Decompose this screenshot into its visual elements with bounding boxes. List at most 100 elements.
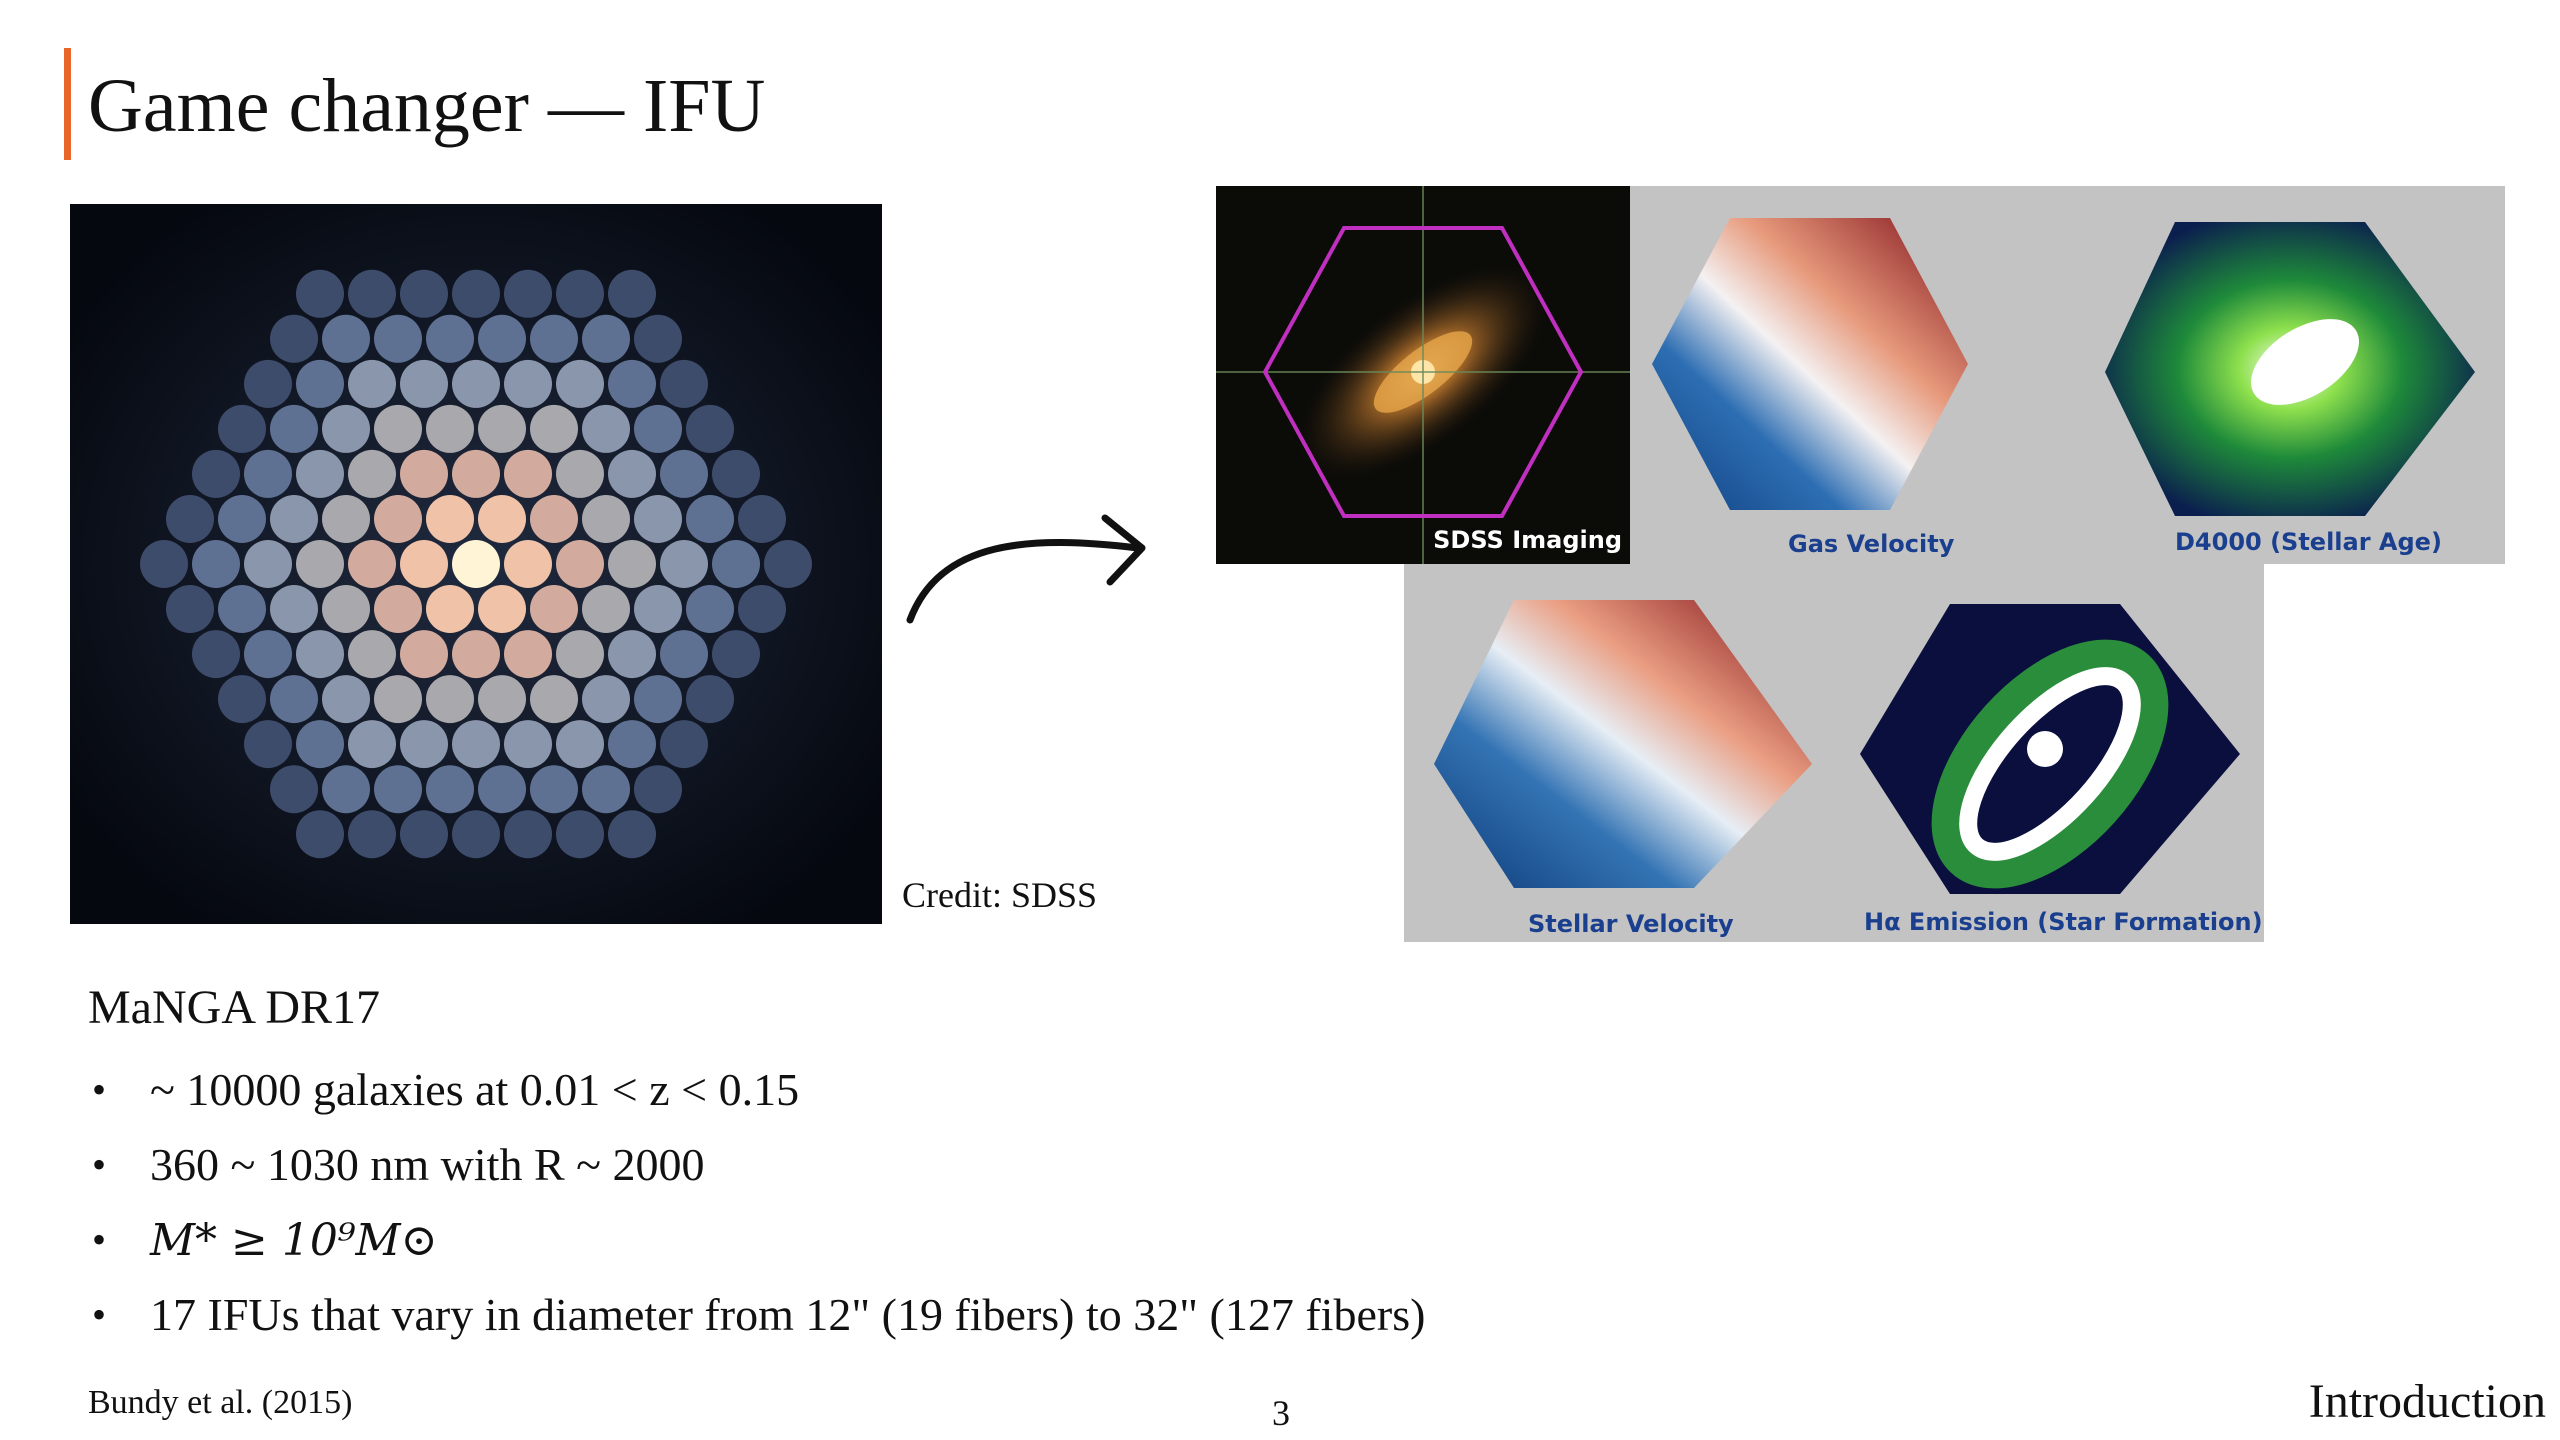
gas-velocity-label: Gas Velocity <box>1788 530 1955 558</box>
fiber <box>400 449 448 498</box>
list-item: • M* ≥ 10⁹M⊙ <box>88 1202 1425 1277</box>
fiber <box>244 359 292 408</box>
fiber <box>296 630 344 679</box>
fiber <box>556 269 604 318</box>
fiber <box>634 495 682 543</box>
section-name: Introduction <box>2308 1375 2546 1428</box>
fiber <box>166 585 214 633</box>
fiber <box>608 720 656 769</box>
fiber <box>426 495 474 543</box>
fiber <box>296 540 344 588</box>
sdss-imaging-panel: SDSS Imaging <box>1216 186 1630 564</box>
fiber <box>712 630 760 679</box>
fiber <box>660 720 708 769</box>
fiber <box>426 765 474 814</box>
fiber <box>738 495 786 543</box>
fiber <box>426 404 474 453</box>
fiber <box>634 765 682 814</box>
fiber <box>582 404 630 453</box>
sdss-imaging-label: SDSS Imaging <box>1433 526 1622 554</box>
fiber <box>608 810 656 859</box>
fiber <box>374 495 422 543</box>
fiber <box>218 675 266 724</box>
fiber <box>478 585 526 633</box>
fiber <box>400 720 448 769</box>
fiber <box>348 540 396 588</box>
list-item: • 360 ~ 1030 nm with R ~ 2000 <box>88 1127 1425 1202</box>
page-number: 3 <box>1272 1393 1290 1433</box>
fiber <box>556 359 604 408</box>
fiber <box>608 540 656 588</box>
fiber <box>296 449 344 498</box>
fiber <box>374 314 422 363</box>
fiber <box>192 630 240 679</box>
slide-title: Game changer — IFU <box>88 64 766 148</box>
fiber <box>634 675 682 724</box>
fiber <box>244 449 292 498</box>
fiber <box>556 630 604 679</box>
fiber <box>270 675 318 724</box>
fiber <box>530 675 578 724</box>
fiber <box>556 810 604 859</box>
fiber <box>738 585 786 633</box>
fiber <box>452 269 500 318</box>
footer-citation: Bundy et al. (2015) <box>88 1384 353 1421</box>
fiber <box>296 720 344 769</box>
fiber <box>478 675 526 724</box>
fiber <box>322 585 370 633</box>
fiber <box>218 495 266 543</box>
fiber <box>322 495 370 543</box>
stellar-velocity-label: Stellar Velocity <box>1528 910 1734 938</box>
fiber <box>322 314 370 363</box>
fiber <box>400 359 448 408</box>
fiber <box>348 630 396 679</box>
fiber <box>530 314 578 363</box>
fiber <box>660 540 708 588</box>
fiber <box>270 585 318 633</box>
fiber <box>348 720 396 769</box>
fiber <box>478 765 526 814</box>
fiber <box>582 314 630 363</box>
fiber <box>452 630 500 679</box>
fiber <box>686 495 734 543</box>
fiber <box>712 540 760 588</box>
fiber <box>608 269 656 318</box>
fiber <box>504 630 552 679</box>
fiber <box>634 585 682 633</box>
fiber <box>452 540 500 588</box>
halpha-label: Hα Emission (Star Formation) <box>1864 908 2263 936</box>
fiber <box>582 585 630 633</box>
fiber <box>348 810 396 859</box>
fiber <box>296 269 344 318</box>
fiber <box>374 765 422 814</box>
fiber <box>582 765 630 814</box>
fiber <box>660 449 708 498</box>
fiber <box>322 404 370 453</box>
fiber <box>270 404 318 453</box>
bullet-text: 360 ~ 1030 nm with R ~ 2000 <box>150 1139 705 1190</box>
content-heading: MaNGA DR17 <box>88 981 381 1034</box>
fiber <box>452 449 500 498</box>
d4000-panel: D4000 (Stellar Age) <box>2005 186 2505 564</box>
bullet-icon: • <box>92 1217 107 1262</box>
fiber <box>530 495 578 543</box>
fiber <box>556 449 604 498</box>
fiber <box>192 449 240 498</box>
ifu-fiber-bundle-photo <box>70 204 882 924</box>
fiber <box>244 630 292 679</box>
fiber <box>712 449 760 498</box>
list-item: • 17 IFUs that vary in diameter from 12"… <box>88 1277 1425 1352</box>
fiber <box>608 359 656 408</box>
fiber <box>322 765 370 814</box>
fiber <box>478 404 526 453</box>
d4000-label: D4000 (Stellar Age) <box>2175 528 2442 556</box>
fiber <box>764 540 812 588</box>
fiber <box>660 359 708 408</box>
fiber <box>686 675 734 724</box>
fiber <box>244 720 292 769</box>
fiber <box>452 359 500 408</box>
fiber <box>504 359 552 408</box>
bullet-icon: • <box>92 1067 107 1112</box>
fiber <box>348 359 396 408</box>
image-credit: Credit: SDSS <box>902 875 1098 915</box>
